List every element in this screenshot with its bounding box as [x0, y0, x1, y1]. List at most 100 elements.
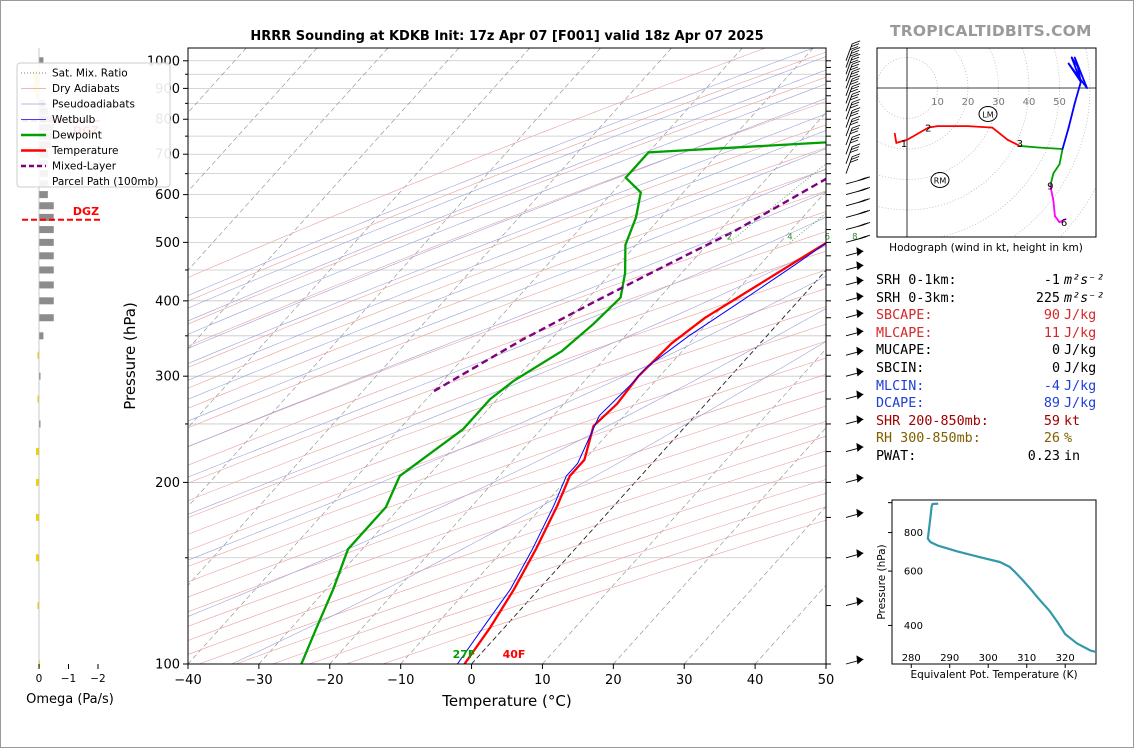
- omega-bar: [39, 238, 54, 246]
- mixing-ratio-label: 6: [825, 232, 830, 242]
- dry-adiabat: [188, 405, 826, 627]
- dry-adiabat: [198, 450, 826, 664]
- hodograph-segment: [1054, 215, 1061, 224]
- dry-adiabat: [188, 51, 826, 302]
- skewt-y-label: Pressure (hPa): [121, 302, 139, 410]
- hodograph-segment: [1073, 81, 1082, 105]
- hodograph-segment: [967, 125, 994, 129]
- series-mixed-layer-parcel-path-100mb: [432, 177, 826, 393]
- mixing-ratio-label: 2: [727, 232, 732, 242]
- omega-bar: [39, 297, 54, 305]
- legend-label: Parcel Path (100mb): [52, 176, 158, 188]
- isobars: [188, 60, 826, 664]
- index-unit: J/kg: [1064, 308, 1097, 324]
- index-value: 0: [1051, 360, 1060, 376]
- pseudoadiabat: [188, 168, 826, 422]
- pseudoadiabat: [188, 216, 826, 478]
- dry-adiabat: [188, 357, 826, 583]
- isotherm: [188, 48, 530, 429]
- dry-adiabat: [188, 306, 826, 535]
- index-value: 90: [1043, 308, 1060, 324]
- legend-label: Dry Adiabats: [52, 83, 120, 95]
- pseudoadiabat: [188, 48, 814, 296]
- dry-adiabats: [188, 48, 826, 664]
- hodograph-segment: [1073, 56, 1088, 89]
- hodograph-height-labels: 1 2 3 9 6: [901, 124, 1067, 230]
- hodograph-height-label: 3: [1017, 139, 1023, 150]
- index-unit: J/kg: [1064, 343, 1097, 359]
- dry-adiabat: [309, 492, 826, 664]
- pseudoadiabat: [188, 191, 826, 447]
- hodograph-ring-label: 40: [1023, 97, 1036, 108]
- hodograph-segment: [1061, 126, 1070, 150]
- omega-bar: [39, 420, 41, 428]
- omega-x-axis: 0 −1 −2: [36, 664, 106, 685]
- index-label: SBCAPE:: [876, 308, 933, 324]
- index-value: -4: [1043, 378, 1060, 394]
- index-unit: %: [1064, 431, 1073, 447]
- x-tick-label: −10: [387, 673, 414, 688]
- index-unit: J/kg: [1064, 396, 1097, 412]
- omega-x-label: Omega (Pa/s): [26, 692, 114, 707]
- wind-barbs: [825, 40, 870, 665]
- index-label: MLCIN:: [876, 378, 925, 394]
- pseudoadiabat: [188, 148, 826, 400]
- theta-e-x-tick: 320: [1056, 653, 1075, 664]
- hodograph-height-label: 9: [1047, 182, 1053, 193]
- pseudoadiabat: [188, 308, 826, 617]
- dry-adiabat: [188, 421, 826, 641]
- omega-bar: [39, 202, 54, 210]
- omega-bar: [36, 554, 39, 562]
- pseudoadiabat: [188, 130, 826, 381]
- index-unit: m²s⁻²: [1064, 273, 1105, 288]
- dry-adiabat: [188, 269, 826, 501]
- hodograph-panel: 10 20 30 40 50 1 2 3 9 6 LM RM Hodograph (wind i…: [876, 47, 1097, 254]
- hodograph-ring-labels: 10 20 30 40 50: [931, 97, 1066, 108]
- omega-bar: [37, 395, 40, 403]
- hodograph-segment: [1037, 146, 1064, 150]
- index-row: RH 300-850mb: 26%: [876, 430, 1106, 448]
- omega-bar: [36, 513, 39, 521]
- x-tick-label: 30: [676, 673, 693, 688]
- legend-label: Temperature: [51, 145, 119, 157]
- hodograph-ring: [937, 48, 1060, 237]
- theta-e-panel: 280 290 300 310 320 400 600 800 Equivalent Pot.…: [876, 499, 1097, 681]
- hodograph-segment: [1018, 145, 1040, 149]
- isotherm: [471, 269, 826, 664]
- omega-bar: [39, 372, 41, 380]
- skewt-x-label: Temperature (°C): [441, 692, 571, 710]
- index-label: SRH 0-1km:: [876, 273, 957, 288]
- omega-bar: [39, 213, 54, 221]
- hodograph-segment: [895, 138, 908, 144]
- index-row: SBCIN: 0 J/kg: [876, 360, 1106, 378]
- pseudoadiabat: [231, 341, 826, 664]
- index-label: RH 300-850mb:: [876, 431, 981, 447]
- theta-e-x-tick: 290: [940, 653, 959, 664]
- theta-e-frame: [891, 499, 1097, 665]
- y-tick-label: 100: [155, 658, 180, 673]
- theta-e-x-label: Equivalent Pot. Temperature (K): [910, 669, 1077, 681]
- pseudoadiabat: [188, 83, 826, 335]
- dry-adiabat: [188, 101, 826, 347]
- isotherm: [542, 348, 826, 664]
- svg-text:RM: RM: [934, 177, 947, 186]
- storm-motion-rm: RM: [930, 172, 950, 188]
- isotherm: [188, 48, 318, 192]
- x-tick-label: 0: [467, 673, 475, 688]
- index-row: DCAPE: 89 J/kg: [876, 395, 1106, 413]
- isotherm: [188, 48, 389, 271]
- hodograph-ring: [877, 48, 999, 180]
- isotherms: [188, 48, 826, 664]
- index-unit: J/kg: [1064, 325, 1097, 341]
- index-label: SRH 0-3km:: [876, 290, 957, 306]
- skewt-x-axis: −40 −30 −20 −10 0 10 20 30 40 50: [174, 664, 834, 688]
- hodograph-segment: [906, 126, 930, 141]
- theta-e-trace: [926, 502, 1097, 654]
- y-tick-label: 300: [155, 370, 180, 385]
- index-value: 11: [1043, 325, 1060, 341]
- index-value: 89: [1043, 396, 1060, 412]
- hodograph-ring: [1012, 48, 1091, 237]
- y-tick-label: 400: [155, 294, 180, 309]
- index-row: SRH 0-3km: 225 m²s⁻²: [876, 290, 1106, 308]
- index-unit: kt: [1064, 413, 1081, 429]
